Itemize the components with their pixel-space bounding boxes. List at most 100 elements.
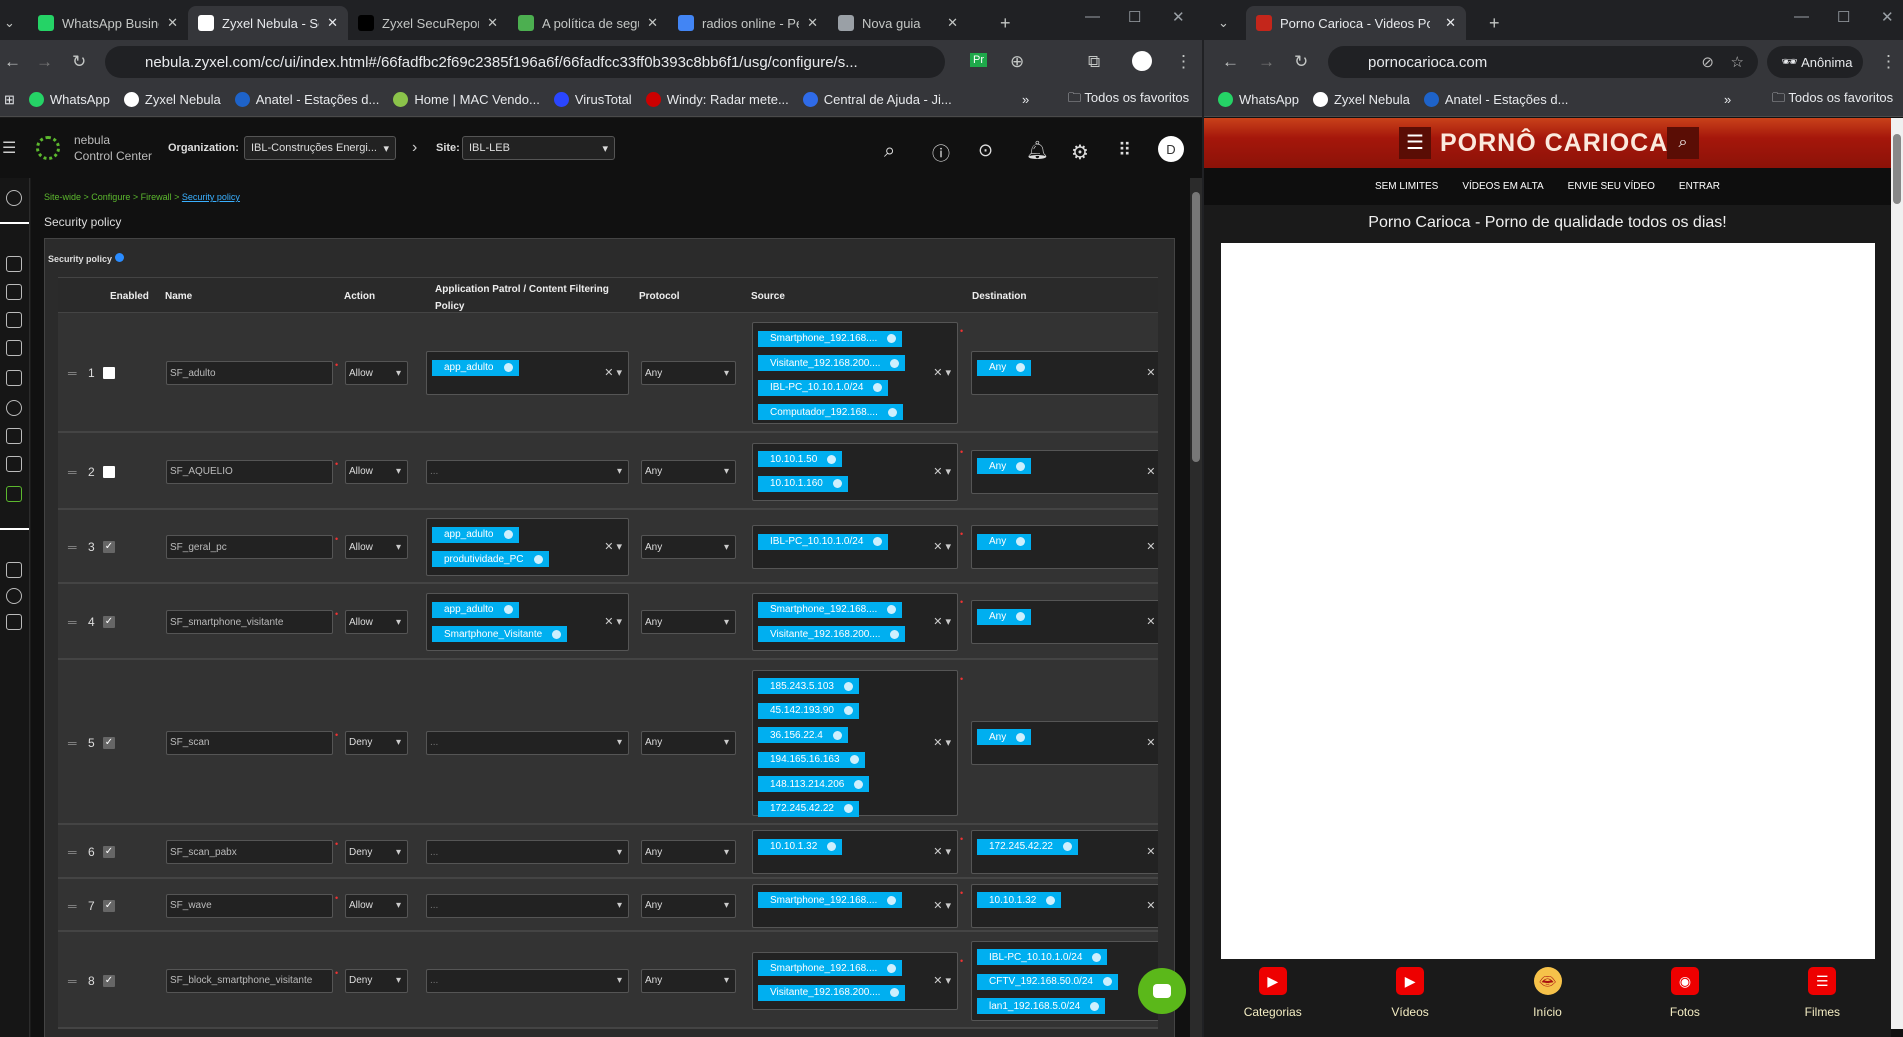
organization-select[interactable]: IBL-Construções Energi... ▾ <box>244 136 396 160</box>
bottom-nav-item[interactable]: ☰ Filmes <box>1754 959 1891 1037</box>
help-icon[interactable]: ⓘ <box>932 144 950 164</box>
extensions-icon[interactable]: ⧉ <box>1088 52 1101 71</box>
remove-chip-icon[interactable] <box>843 706 853 715</box>
bookmark-item[interactable]: Home | MAC Vendo... <box>393 92 540 107</box>
close-tab-icon[interactable]: ✕ <box>487 15 498 30</box>
drag-handle-icon[interactable]: ═ <box>68 540 77 554</box>
action-select[interactable]: Allow <box>345 610 408 634</box>
clear-destination-icon[interactable]: ✕ ▾ <box>1146 616 1158 628</box>
forward-icon[interactable]: → <box>36 52 53 71</box>
destination-select[interactable]: Any ✕ ▾ <box>971 525 1158 569</box>
source-select[interactable]: Smartphone_192.168.... Visitante_192.168.… <box>752 951 958 1010</box>
remove-chip-icon[interactable] <box>843 681 853 691</box>
bottom-nav-item[interactable]: ▶ Categorias <box>1204 959 1341 1037</box>
topology-icon[interactable] <box>6 284 22 300</box>
breadcrumb-site-wide[interactable]: Site-wide > <box>44 192 89 202</box>
tab-5[interactable]: Nova guia ✕ <box>828 6 968 40</box>
close-tab-icon[interactable]: ✕ <box>167 15 178 30</box>
remove-chip-icon[interactable] <box>503 363 513 372</box>
name-input[interactable]: SF_smartphone_visitante <box>166 610 333 634</box>
clear-destination-icon[interactable]: ✕ ▾ <box>1146 465 1158 478</box>
remove-chip-icon[interactable] <box>890 358 900 368</box>
remove-chip-icon[interactable] <box>890 988 900 997</box>
app-policy-select[interactable]: app_adulto Smartphone_Visitante ✕ ▾ <box>426 593 629 651</box>
close-tab-icon[interactable]: ✕ <box>1445 15 1456 30</box>
clear-destination-icon[interactable]: ✕ ▾ <box>1146 367 1158 379</box>
back-icon[interactable]: ← <box>1222 52 1239 71</box>
logs-icon[interactable] <box>6 428 22 444</box>
close-tab-icon[interactable]: ✕ <box>647 15 658 30</box>
remove-chip-icon[interactable] <box>832 730 842 740</box>
site-menu-icon[interactable]: ☰ <box>1399 127 1431 159</box>
maximize-button[interactable]: ☐ <box>1128 9 1142 26</box>
incognito-badge[interactable]: 🕶︎ Anônima <box>1767 46 1863 78</box>
clear-source-icon[interactable]: ✕ ▾ <box>933 846 951 858</box>
bookmark-item[interactable]: Anatel - Estações d... <box>1423 92 1568 107</box>
bookmark-item[interactable]: Zyxel Nebula <box>1312 92 1410 107</box>
maximize-button-right[interactable]: ☐ <box>1837 9 1851 26</box>
remove-chip-icon[interactable] <box>890 629 900 639</box>
reload-icon[interactable]: ↻ <box>1294 52 1309 71</box>
nav-entrar[interactable]: ENTRAR <box>1678 181 1721 192</box>
protocol-select[interactable]: Any <box>641 535 736 559</box>
name-input[interactable]: SF_scan <box>166 730 333 755</box>
new-tab-button[interactable]: + <box>1000 12 1011 33</box>
remove-chip-icon[interactable] <box>503 605 513 614</box>
name-input[interactable]: SF_wave <box>166 893 333 918</box>
clear-source-icon[interactable]: ✕ ▾ <box>933 465 951 478</box>
drag-handle-icon[interactable]: ═ <box>68 464 77 479</box>
remove-chip-icon[interactable] <box>854 779 864 789</box>
dashboard-icon[interactable] <box>6 190 22 206</box>
clear-source-icon[interactable]: ✕ ▾ <box>933 367 951 379</box>
remove-chip-icon[interactable] <box>552 629 562 639</box>
remove-chip-icon[interactable] <box>873 383 883 392</box>
more-icon[interactable]: ⊙ <box>978 140 994 160</box>
name-input[interactable]: SF_adulto <box>166 361 333 385</box>
clients-icon[interactable] <box>6 340 22 356</box>
extension-plus-icon[interactable]: ⊕ <box>1010 52 1025 71</box>
remove-chip-icon[interactable] <box>827 454 837 464</box>
forward-icon[interactable]: → <box>1258 52 1275 71</box>
scrollbar-right[interactable] <box>1891 118 1903 1029</box>
protocol-select[interactable]: Any <box>641 730 736 755</box>
gear-icon[interactable]: ⚙ <box>1071 142 1089 164</box>
name-input[interactable]: SF_geral_pc <box>166 535 333 559</box>
drag-handle-icon[interactable]: ═ <box>68 735 77 750</box>
enabled-checkbox[interactable] <box>103 367 115 379</box>
remove-chip-icon[interactable] <box>1016 732 1026 742</box>
url-input-right[interactable]: pornocarioca.com ⊘ ☆ <box>1328 46 1758 78</box>
enabled-checkbox[interactable] <box>103 465 115 478</box>
extension-pr-icon[interactable]: Pr <box>970 53 987 67</box>
site-search-icon[interactable]: ⌕ <box>1667 127 1699 159</box>
enabled-checkbox[interactable]: ✓ <box>103 616 115 628</box>
tab-search-button[interactable]: ⌄ <box>4 15 15 30</box>
tab-porno-carioca[interactable]: Porno Carioca - Videos Porno Amadores✕ <box>1246 6 1466 40</box>
destination-select[interactable]: Any ✕ ▾ <box>971 449 1158 494</box>
clear-source-icon[interactable]: ✕ ▾ <box>933 899 951 912</box>
source-select[interactable]: 10.10.1.50 10.10.1.160 ✕ ▾ <box>752 442 958 501</box>
clear-destination-icon[interactable]: ✕ ▾ <box>1146 541 1158 553</box>
drag-handle-icon[interactable]: ═ <box>68 898 77 913</box>
tools-icon[interactable] <box>6 562 22 578</box>
tab-0[interactable]: WhatsApp Business ✕ <box>28 6 188 40</box>
bell-icon[interactable]: 🔔︎ <box>1026 140 1049 160</box>
remove-chip-icon[interactable] <box>1090 1001 1100 1011</box>
tab-search-button-right[interactable]: ⌄ <box>1218 15 1229 30</box>
bookmark-item[interactable]: Central de Ajuda - Ji... <box>802 92 952 107</box>
bottom-nav-item[interactable]: ◉ Fotos <box>1616 959 1753 1037</box>
breadcrumb-security-policy[interactable]: Security policy <box>181 192 240 202</box>
clear-destination-icon[interactable]: ✕ ▾ <box>1146 846 1158 858</box>
bottom-nav-item[interactable]: 👄︎ Início <box>1479 959 1616 1037</box>
info-icon[interactable] <box>114 253 124 262</box>
action-select[interactable]: Allow <box>345 361 408 385</box>
star-icon[interactable]: ☆ <box>1730 54 1744 71</box>
app-policy-select[interactable]: ... <box>426 968 629 993</box>
close-window-button[interactable]: ✕ <box>1172 9 1185 26</box>
remove-chip-icon[interactable] <box>1062 842 1072 851</box>
breadcrumb-firewall[interactable]: Firewall > <box>140 192 180 202</box>
close-tab-icon[interactable]: ✕ <box>807 15 818 30</box>
all-bookmarks[interactable]: 🗀 Todos os favoritos <box>1068 89 1190 105</box>
remove-chip-icon[interactable] <box>1046 895 1056 905</box>
source-select[interactable]: 185.243.5.103 45.142.193.90 36.156.22.4 194… <box>752 669 958 817</box>
tab-4[interactable]: radios online - Pesquisa ✕ <box>668 6 828 40</box>
